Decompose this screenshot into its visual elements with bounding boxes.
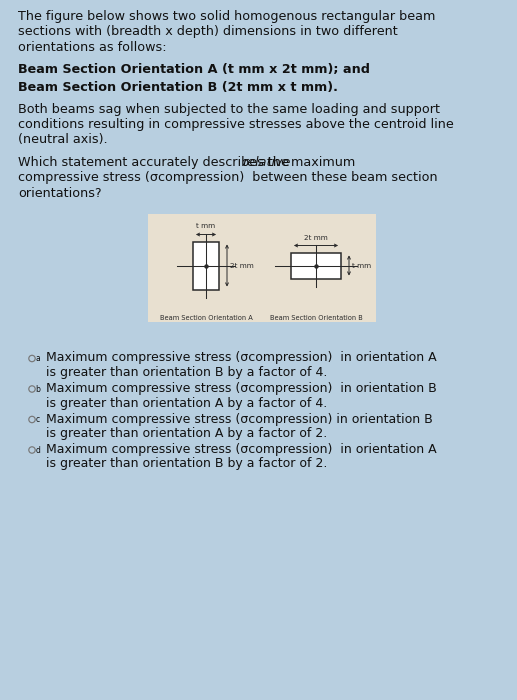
- Text: Beam Section Orientation A: Beam Section Orientation A: [160, 316, 252, 321]
- Bar: [291, 253, 341, 279]
- Text: is greater than orientation A by a factor of 2.: is greater than orientation A by a facto…: [46, 427, 327, 440]
- Text: The figure below shows two solid homogenous rectangular beam: The figure below shows two solid homogen…: [18, 10, 435, 23]
- Text: t mm: t mm: [196, 223, 216, 230]
- Bar: [148, 214, 376, 321]
- Text: sections with (breadth x depth) dimensions in two different: sections with (breadth x depth) dimensio…: [18, 25, 398, 38]
- Text: relative: relative: [242, 156, 291, 169]
- Text: conditions resulting in compressive stresses above the centroid line: conditions resulting in compressive stre…: [18, 118, 454, 131]
- Text: Both beams sag when subjected to the same loading and support: Both beams sag when subjected to the sam…: [18, 102, 440, 116]
- Text: Maximum compressive stress (σcompression) in orientation B: Maximum compressive stress (σcompression…: [46, 412, 433, 426]
- Text: orientations?: orientations?: [18, 187, 102, 200]
- Text: Maximum compressive stress (σcompression)  in orientation B: Maximum compressive stress (σcompression…: [46, 382, 437, 395]
- Text: t mm: t mm: [352, 262, 371, 269]
- Text: is greater than orientation A by a factor of 4.: is greater than orientation A by a facto…: [46, 396, 327, 410]
- Text: compressive stress (σcompression)  between these beam section: compressive stress (σcompression) betwee…: [18, 172, 437, 185]
- Text: Beam Section Orientation A (t mm x 2t mm); and: Beam Section Orientation A (t mm x 2t mm…: [18, 64, 370, 76]
- Text: (neutral axis).: (neutral axis).: [18, 134, 108, 146]
- Text: Maximum compressive stress (σcompression)  in orientation A: Maximum compressive stress (σcompression…: [46, 351, 437, 365]
- Text: maximum: maximum: [286, 156, 355, 169]
- Text: d: d: [36, 446, 40, 455]
- Text: c: c: [36, 415, 40, 424]
- Text: a: a: [36, 354, 40, 363]
- Text: Maximum compressive stress (σcompression)  in orientation A: Maximum compressive stress (σcompression…: [46, 443, 437, 456]
- Text: is greater than orientation B by a factor of 4.: is greater than orientation B by a facto…: [46, 366, 328, 379]
- Text: Beam Section Orientation B (2t mm x t mm).: Beam Section Orientation B (2t mm x t mm…: [18, 80, 338, 94]
- Text: 2t mm: 2t mm: [230, 262, 254, 269]
- Text: b: b: [36, 385, 40, 394]
- Text: is greater than orientation B by a factor of 2.: is greater than orientation B by a facto…: [46, 458, 328, 470]
- Text: Which statement accurately describes the: Which statement accurately describes the: [18, 156, 293, 169]
- Text: 2t mm: 2t mm: [304, 234, 328, 241]
- Text: Beam Section Orientation B: Beam Section Orientation B: [270, 316, 362, 321]
- Bar: [193, 241, 219, 290]
- Text: orientations as follows:: orientations as follows:: [18, 41, 166, 54]
